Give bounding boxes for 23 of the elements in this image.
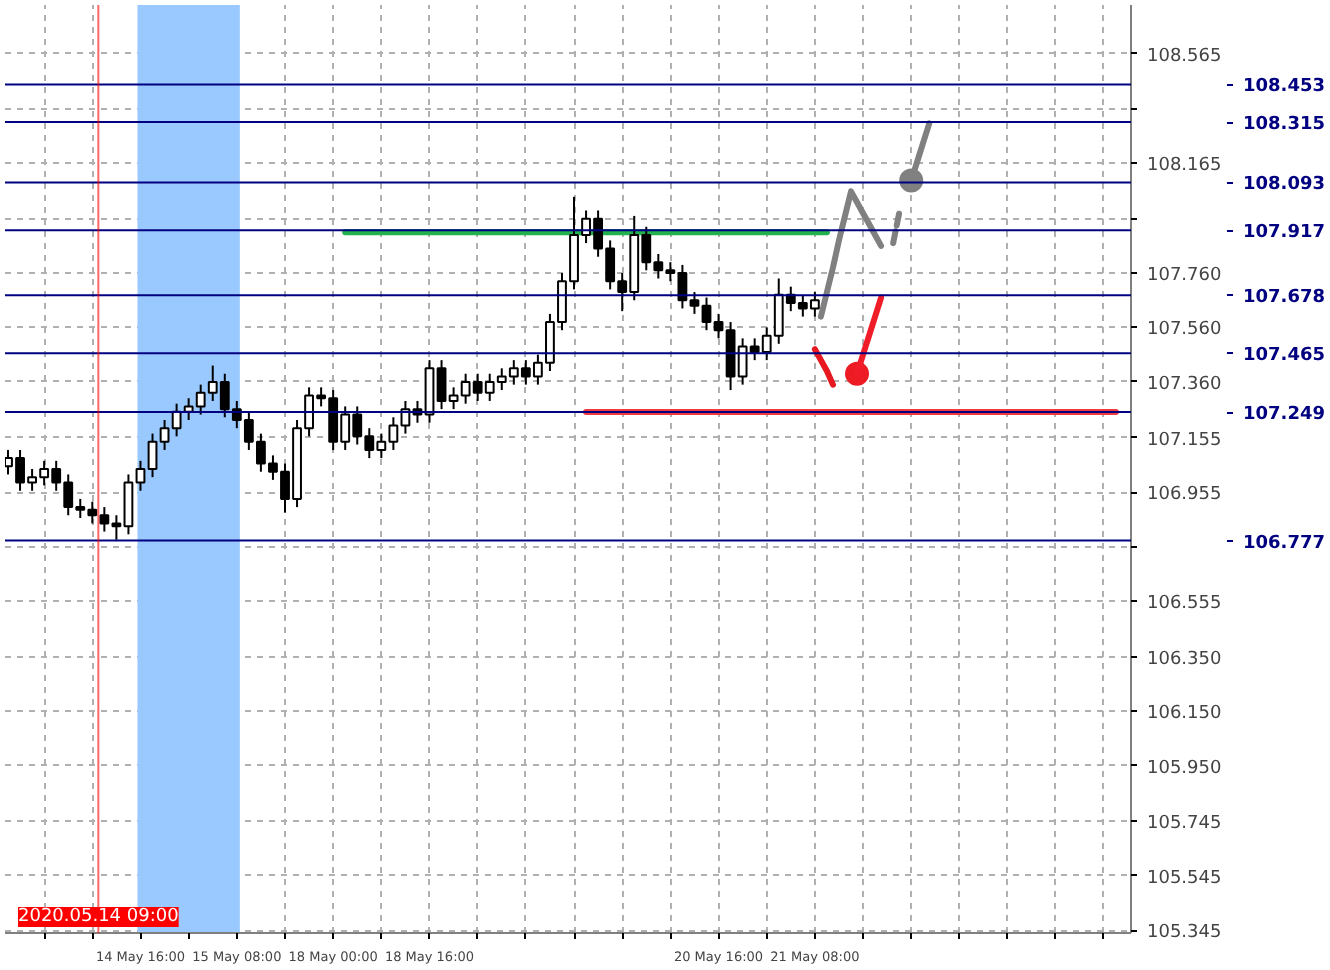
y-tick-label: 106.555 <box>1147 593 1222 614</box>
y-tick-label: 107.760 <box>1147 266 1222 287</box>
ref-line-label: 107.917 <box>1243 223 1325 244</box>
ref-line-label: 108.453 <box>1243 77 1325 98</box>
ref-line-label: 107.678 <box>1243 288 1325 309</box>
y-tick-label: 105.950 <box>1147 758 1222 779</box>
y-tick-label: 107.560 <box>1147 320 1222 341</box>
y-tick-label: 107.155 <box>1147 430 1222 451</box>
y-tick-label: 105.545 <box>1147 868 1222 889</box>
y-tick-label: 108.165 <box>1147 155 1222 176</box>
y-tick-label: 107.360 <box>1147 374 1222 395</box>
y-tick-label: 106.350 <box>1147 649 1222 670</box>
ref-line-label: 106.777 <box>1243 533 1325 554</box>
ref-line-label: 107.249 <box>1243 405 1325 426</box>
ref-line-label: 108.093 <box>1243 175 1325 196</box>
y-tick-label: 105.745 <box>1147 814 1222 835</box>
y-tick-label: 106.955 <box>1147 485 1222 506</box>
x-tick-label: 2020.05.14 09:00 <box>18 907 180 927</box>
ref-line-label: 107.465 <box>1243 346 1325 367</box>
ref-line-label: 108.315 <box>1243 115 1325 136</box>
y-tick-label: 106.150 <box>1147 704 1222 725</box>
y-tick-label: 108.565 <box>1147 46 1222 67</box>
y-tick-label: 105.345 <box>1147 923 1222 944</box>
